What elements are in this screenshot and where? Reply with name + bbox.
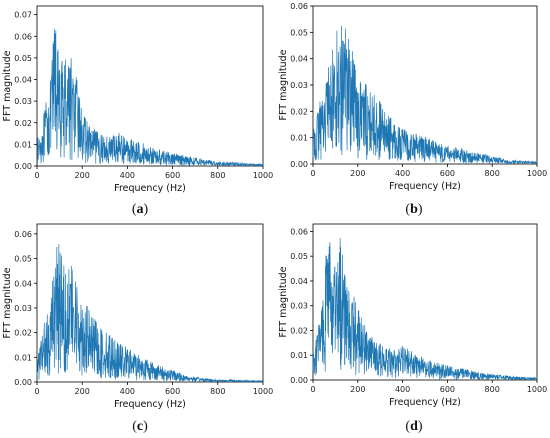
x-tick-label: 200 [350, 169, 365, 178]
x-axis-title: Frequency (Hz) [389, 397, 461, 408]
y-tick-label: 0.03 [14, 97, 32, 106]
x-tick-label: 0 [310, 169, 315, 178]
y-tick-label: 0.01 [14, 140, 32, 149]
panel-label: (d) [405, 419, 422, 434]
plot-frame [36, 223, 264, 383]
y-tick-label: 0.06 [14, 32, 32, 41]
x-tick-label: 0 [34, 387, 39, 396]
y-tick-label: 0.02 [290, 326, 308, 335]
y-tick-label: 0.03 [290, 81, 308, 90]
series-fft-trace [36, 28, 264, 167]
y-tick-label: 0.00 [290, 376, 308, 385]
x-tick-label: 600 [165, 171, 180, 180]
panel-label: (c) [132, 419, 148, 434]
y-axis-title: FFT magnitude [2, 50, 13, 121]
x-tick-label: 800 [210, 387, 225, 396]
y-tick-label: 0.05 [290, 252, 308, 261]
x-tick-label: 0 [34, 171, 39, 180]
x-axis-title: Frequency (Hz) [114, 399, 186, 410]
y-tick-label: 0.05 [14, 54, 32, 63]
y-tick-label: 0.05 [14, 255, 32, 264]
x-tick-label: 400 [395, 169, 410, 178]
x-tick-label: 1000 [253, 387, 273, 396]
x-tick-label: 200 [75, 171, 90, 180]
series-fft-trace [312, 238, 538, 382]
y-tick-label: 0.02 [14, 119, 32, 128]
y-tick-label: 0.05 [290, 28, 308, 37]
x-tick-label: 1000 [527, 385, 547, 394]
x-tick-label: 1000 [253, 171, 273, 180]
chart-panel-4: 0 200 400 600 800 1000 0.00 0.01 0.02 0.03 0.04 0.0… [278, 223, 547, 434]
y-tick-label: 0.03 [290, 302, 308, 311]
y-tick-label: 0.04 [14, 279, 32, 288]
y-tick-label: 0.00 [14, 378, 32, 387]
x-tick-label: 400 [120, 387, 135, 396]
panel-label: (a) [132, 202, 149, 217]
x-tick-label: 600 [165, 387, 180, 396]
y-tick-label: 0.03 [14, 304, 32, 313]
y-tick-label: 0.06 [290, 227, 308, 236]
chart-panel-2: 0 200 400 600 800 1000 0.00 0.01 0.02 0.03 0.04 0.0… [278, 2, 547, 217]
y-tick-label: 0.01 [14, 353, 32, 362]
x-tick-label: 800 [210, 171, 225, 180]
y-tick-label: 0.04 [290, 55, 308, 64]
y-tick-label: 0.02 [14, 329, 32, 338]
y-tick-label: 0.01 [290, 351, 308, 360]
plot-frame [312, 223, 538, 381]
x-tick-label: 800 [485, 385, 500, 394]
y-tick-label: 0.04 [290, 277, 308, 286]
x-tick-label: 400 [395, 385, 410, 394]
x-tick-label: 600 [440, 385, 455, 394]
y-axis-title: FFT magnitude [2, 267, 13, 338]
plot-frame [36, 5, 264, 167]
x-tick-label: 600 [440, 169, 455, 178]
series-fft-trace [312, 25, 538, 165]
y-tick-label: 0.06 [14, 230, 32, 239]
x-axis-title: Frequency (Hz) [114, 183, 186, 194]
chart-panel-1: 0 200 400 600 800 1000 0.00 0.01 0.02 0.03 0.04 0.0… [2, 5, 273, 217]
y-tick-label: 0.07 [14, 11, 32, 20]
x-axis-title: Frequency (Hz) [389, 181, 461, 192]
chart-panel-3: 0 200 400 600 800 1000 0.00 0.01 0.02 0.03 0.04 0.0… [2, 223, 273, 434]
y-tick-label: 0.01 [290, 134, 308, 143]
y-tick-label: 0.06 [290, 2, 308, 11]
x-tick-label: 200 [75, 387, 90, 396]
x-tick-label: 1000 [527, 169, 547, 178]
y-axis-title: FFT magnitude [278, 49, 289, 120]
y-tick-label: 0.02 [290, 107, 308, 116]
x-tick-label: 0 [310, 385, 315, 394]
x-tick-label: 800 [485, 169, 500, 178]
x-tick-label: 200 [350, 385, 365, 394]
y-tick-label: 0.00 [14, 162, 32, 171]
y-tick-label: 0.00 [290, 160, 308, 169]
x-tick-label: 400 [120, 171, 135, 180]
panel-label: (b) [405, 202, 422, 217]
y-tick-label: 0.04 [14, 76, 32, 85]
y-axis-title: FFT magnitude [278, 266, 289, 337]
series-fft-trace [36, 244, 264, 384]
